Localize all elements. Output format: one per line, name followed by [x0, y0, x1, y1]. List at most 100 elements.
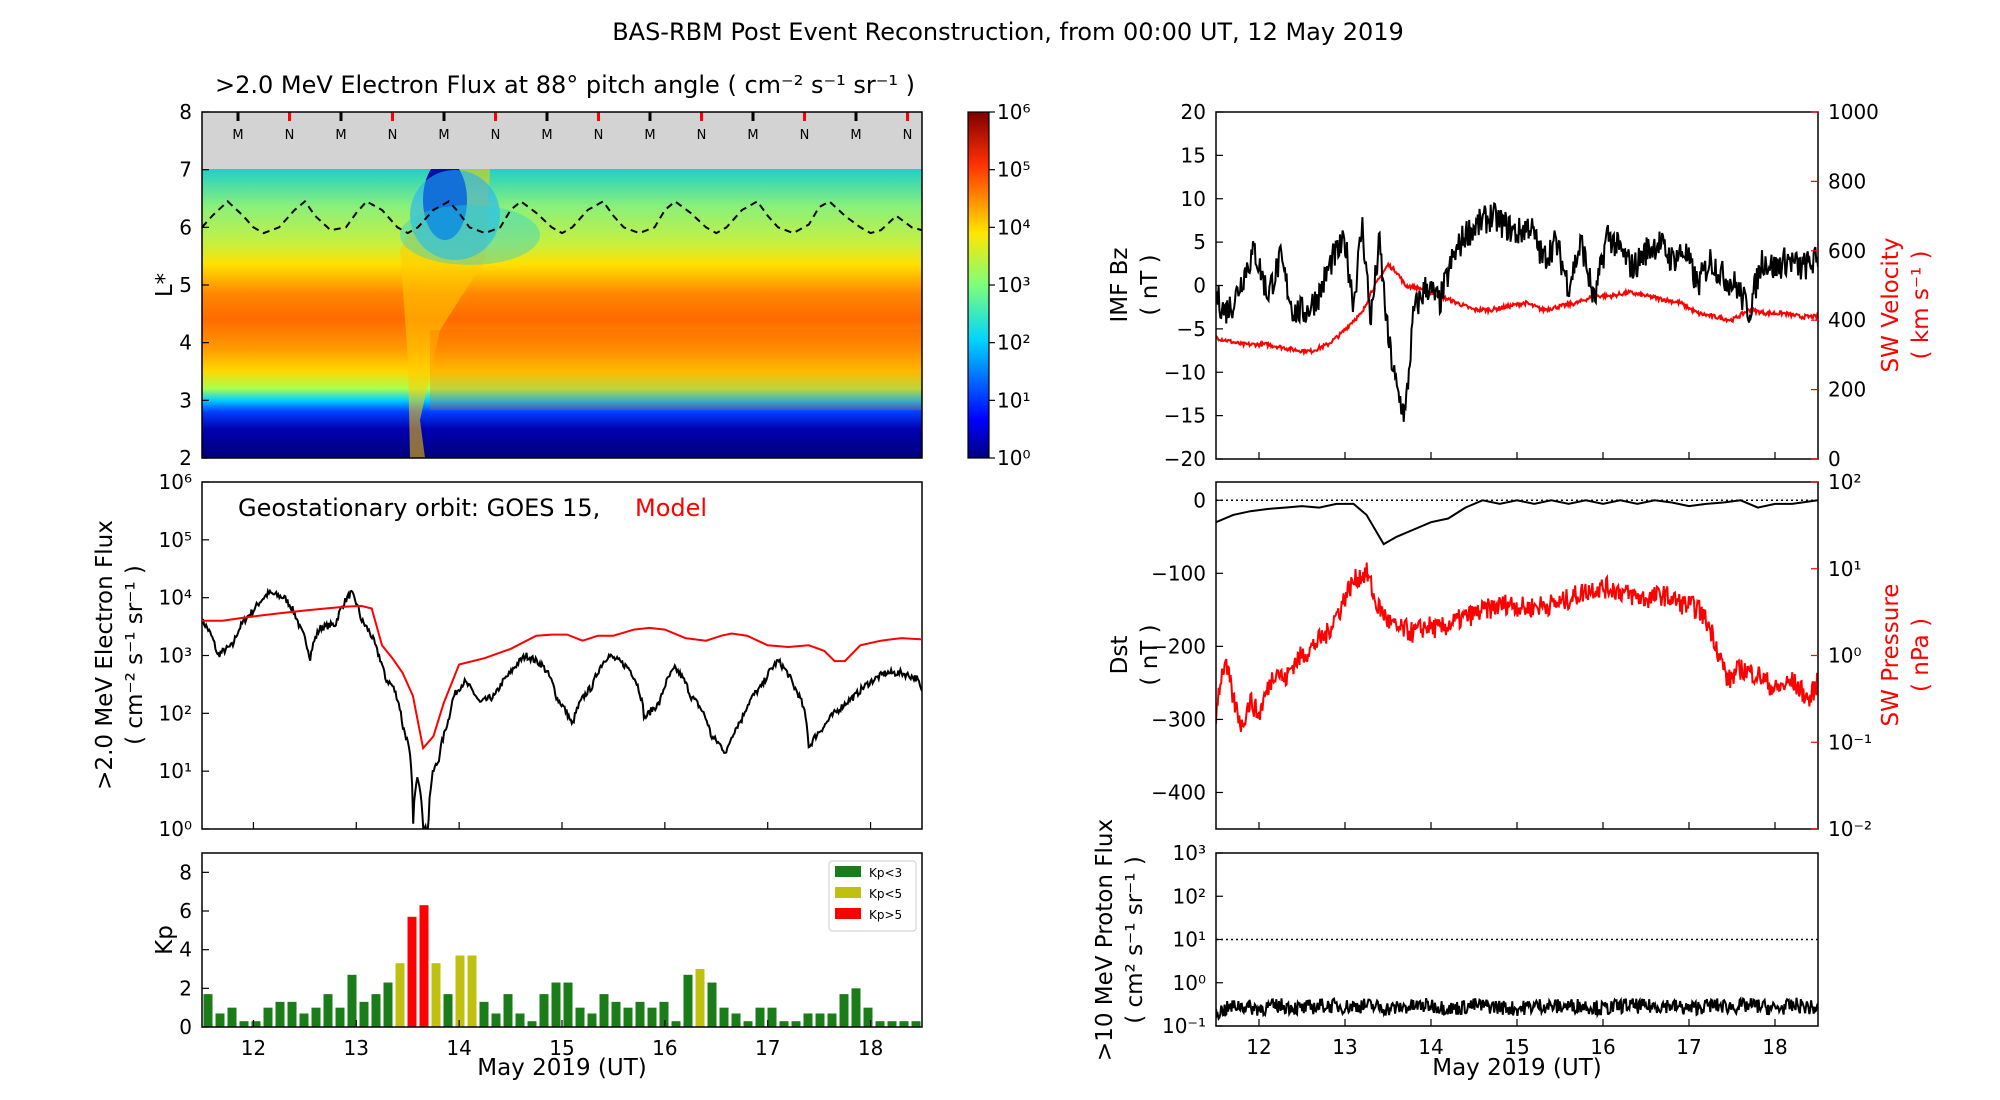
- x-tick-label: 12: [241, 1036, 266, 1060]
- kp-bar: [695, 969, 705, 1027]
- imf-y-ticks-left: 20 15 10 5 0 −5 −10 −15 −20: [1164, 100, 1223, 471]
- y-tick-label: 10³: [159, 644, 192, 668]
- kp-bar: [887, 1021, 897, 1027]
- dst-x-ticks: [1258, 822, 1776, 829]
- x-tick-label: 12: [1246, 1035, 1271, 1059]
- flux-map-storm-feature: [400, 169, 922, 458]
- colorbar-tick-label: 10⁶: [997, 100, 1030, 124]
- kp-bar: [659, 1001, 669, 1027]
- dst-pressure-lines: [1216, 499, 1818, 732]
- y-tick-label: 600: [1828, 239, 1866, 263]
- kp-bar: [455, 955, 465, 1027]
- goes-annotation: Geostationary orbit: GOES 15,: [238, 494, 600, 522]
- y-tick-label: −400: [1151, 780, 1206, 804]
- imf-y-ticks-right: 1000 800 600 400 200 0: [1811, 100, 1879, 471]
- y-tick-label: 0: [1828, 447, 1841, 471]
- imf-sw-lines: [1216, 201, 1818, 422]
- sw-velocity-ylabel-1: SW Velocity: [1878, 238, 1904, 373]
- x-tick-label: 14: [446, 1036, 471, 1060]
- kp-bar: [227, 1007, 237, 1027]
- x-tick-label: 15: [549, 1036, 574, 1060]
- y-tick-label: −100: [1151, 561, 1206, 585]
- x-tick-label: 17: [1676, 1035, 1701, 1059]
- kp-bar: [359, 1001, 369, 1027]
- y-tick-label: 0: [1193, 488, 1206, 512]
- kp-bar: [707, 982, 717, 1027]
- kp-bar: [899, 1021, 909, 1027]
- y-tick-label: 200: [1828, 378, 1866, 402]
- proton-flux-line: [1216, 996, 1818, 1022]
- goes-flux-panel: 10⁰ 10¹ 10² 10³ 10⁴ 10⁵ 10⁶ Geostationary orbi…: [92, 470, 923, 841]
- dst-y-ticks-right: 10² 10¹ 10⁰ 10⁻¹ 10⁻²: [1811, 470, 1872, 841]
- mlt-marker-label: N: [491, 128, 501, 143]
- imf-ylabel-1: IMF Bz: [1107, 247, 1133, 322]
- x-tick-label: 16: [1590, 1035, 1615, 1059]
- kp-bar: [875, 1021, 885, 1027]
- mlt-marker-label: N: [697, 128, 707, 143]
- kp-bar: [299, 1013, 309, 1027]
- kp-bar: [287, 1001, 297, 1027]
- kp-bar: [755, 1007, 765, 1027]
- kp-bar: [503, 994, 513, 1027]
- colorbar-tick-label: 10⁴: [997, 215, 1030, 239]
- kp-bar: [527, 1021, 537, 1027]
- x-tick-label: 16: [652, 1036, 677, 1060]
- flux-map-panel: >2.0 MeV Electron Flux at 88° pitch angl…: [152, 71, 1030, 470]
- kp-bar: [539, 994, 549, 1027]
- y-tick-label: 8: [179, 100, 192, 124]
- mlt-marker-label: N: [903, 128, 913, 143]
- x-tick-label: 14: [1418, 1035, 1443, 1059]
- y-tick-label: 2: [179, 446, 192, 470]
- y-tick-label: 10⁰: [1173, 971, 1206, 995]
- dst-y-ticks-left: 0 −100 −200 −300 −400: [1151, 488, 1223, 804]
- imf-bz-line: [1216, 201, 1818, 422]
- y-tick-label: −10: [1164, 360, 1206, 384]
- kp-legend-label-low: Kp<3: [869, 866, 902, 880]
- kp-legend-swatch-high: [835, 908, 861, 919]
- goes-flux-lines: [202, 587, 922, 829]
- y-tick-label: 5: [1193, 230, 1206, 254]
- dst-ylabel-2: ( nT ): [1137, 624, 1163, 685]
- imf-ylabel-2: ( nT ): [1137, 254, 1163, 315]
- kp-bar: [671, 1021, 681, 1027]
- y-tick-label: 20: [1181, 100, 1206, 124]
- kp-bar: [263, 1007, 273, 1027]
- kp-bars: [203, 905, 921, 1027]
- x-tick-label: 15: [1504, 1035, 1529, 1059]
- y-tick-label: 0: [1193, 274, 1206, 298]
- sw-velocity-ylabel-2: ( km s⁻¹ ): [1908, 251, 1934, 360]
- y-tick-label: 400: [1828, 308, 1866, 332]
- y-tick-label: −200: [1151, 634, 1206, 658]
- kp-bar: [851, 988, 861, 1027]
- kp-bar: [647, 1007, 657, 1027]
- kp-bar: [551, 982, 561, 1027]
- proton-ylabel-2: ( cm² s⁻¹ sr⁻¹ ): [1122, 856, 1148, 1024]
- kp-bar: [635, 1001, 645, 1027]
- kp-bar: [827, 1013, 837, 1027]
- goes-flux-y-ticks: 10⁰ 10¹ 10² 10³ 10⁴ 10⁵ 10⁶: [159, 470, 872, 841]
- kp-bar: [347, 974, 357, 1027]
- proton-xlabel: May 2019 (UT): [1432, 1055, 1602, 1081]
- mlt-marker-label: M: [850, 128, 861, 143]
- y-tick-label: 6: [179, 899, 192, 923]
- y-tick-label: 10⁻²: [1828, 817, 1872, 841]
- dst-ylabel-1: Dst: [1107, 636, 1133, 675]
- kp-bar: [839, 994, 849, 1027]
- imf-sw-panel: 20 15 10 5 0 −5 −10 −15 −20 1000 800 600 400 200 0 IM…: [1107, 100, 1934, 471]
- kp-bar: [275, 1001, 285, 1027]
- y-tick-label: −5: [1177, 317, 1206, 341]
- kp-bar: [743, 1021, 753, 1027]
- y-tick-label: 15: [1181, 143, 1206, 167]
- goes-observed-line: [202, 587, 922, 829]
- proton-lines: [1216, 938, 1818, 1022]
- kp-legend-swatch-mid: [835, 887, 861, 898]
- kp-bar: [863, 1007, 873, 1027]
- kp-bar: [719, 1007, 729, 1027]
- kp-panel: 0 2 4 6 8 12 13 14 15 16 17 18 Kp May 2019 (UT) Kp…: [152, 852, 923, 1081]
- colorbar-tick-label: 10⁰: [997, 446, 1030, 470]
- sw-velocity-line: [1216, 261, 1818, 357]
- kp-bar: [395, 963, 405, 1027]
- kp-bar: [323, 994, 333, 1027]
